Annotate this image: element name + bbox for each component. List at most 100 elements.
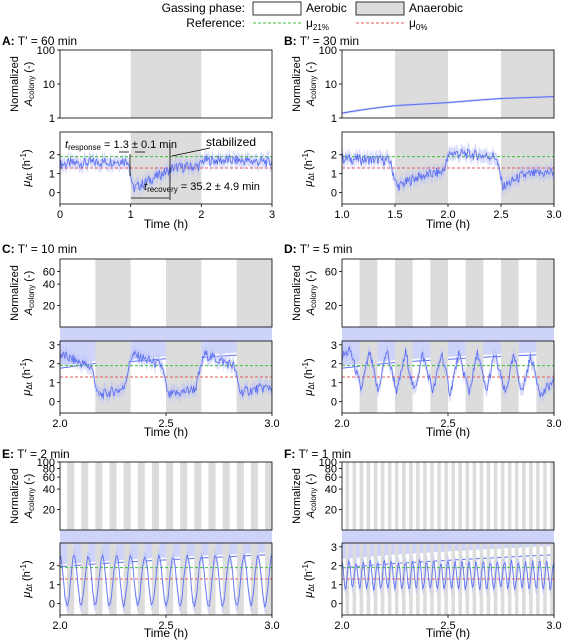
legend-anaerobic-label: Anaerobic <box>409 1 463 15</box>
top-ytick-label: 100 <box>37 457 55 469</box>
top-anaerobic-shade <box>123 462 131 530</box>
bottom-ytick-label: 2 <box>49 561 55 573</box>
bottom-ytick-label: 2 <box>49 150 55 162</box>
x-axis-label: Time (h) <box>426 217 470 231</box>
top-ytick-label: 40 <box>43 484 55 496</box>
bottom-ylabel: μΔt (h-1) <box>19 149 34 187</box>
bottom-series-line <box>341 346 555 397</box>
top-anaerobic-shade <box>81 462 89 530</box>
legend-aerobic-swatch <box>252 1 302 16</box>
bottom-ci-band <box>342 142 554 198</box>
top-anaerobic-shade <box>451 462 455 530</box>
bottom-ytick-label: 1 <box>331 580 337 592</box>
bottom-ylabel: μΔt (h-1) <box>19 560 34 598</box>
t-response-label: tresponse = 1.3 ± 0.1 min <box>65 139 177 152</box>
top-anaerobic-shade <box>409 462 413 530</box>
top-anaerobic-shade <box>507 462 512 530</box>
panel-title: C: T′ = 10 min <box>2 242 77 256</box>
top-anaerobic-shade <box>151 462 159 530</box>
panel-d: D: T′ = 5 min 20 60 Normalized Acolony (-) 0 1… <box>284 242 562 439</box>
top-ylabel: Normalized Acolony (-) <box>291 265 318 321</box>
top-ytick-label: 100 <box>319 457 337 469</box>
x-axis-label: Time (h) <box>144 425 188 439</box>
xtick-label: 2.5 <box>158 620 173 632</box>
top-ytick-label: 10 <box>43 79 55 91</box>
top-anaerobic-shade <box>166 259 202 327</box>
top-ytick-label: 60 <box>325 267 337 279</box>
top-anaerobic-shade <box>359 462 364 530</box>
xtick-label: 1 <box>128 209 134 221</box>
bottom-ytick-label: 0 <box>331 188 337 200</box>
xtick-label: 2.0 <box>440 209 455 221</box>
panel-title: F: T′ = 1 min <box>284 447 351 461</box>
xtick-label: 2.0 <box>52 418 67 430</box>
bottom-ytick-label: 1 <box>49 378 55 390</box>
top-anaerobic-shade <box>208 462 216 530</box>
panel-title: E: T′ = 2 min <box>2 447 70 461</box>
stabilized-pointer <box>171 147 211 157</box>
bottom-ytick-label: 3 <box>331 542 337 554</box>
top-anaerobic-shade <box>265 462 272 530</box>
top-anaerobic-shade <box>472 462 477 530</box>
top-ytick-label: 100 <box>319 45 337 57</box>
top-ytick-label: 60 <box>43 472 55 484</box>
bottom-ytick-label: 1 <box>331 169 337 181</box>
top-axes-frame <box>59 258 273 328</box>
xtick-label: 0 <box>57 209 63 221</box>
bottom-ytick-label: 0 <box>331 397 337 409</box>
top-anaerobic-shade <box>465 462 470 530</box>
xtick-label: 3.0 <box>546 418 561 430</box>
top-anaerobic-shade <box>67 462 75 530</box>
top-anaerobic-shade <box>373 462 378 530</box>
top-anaerobic-shade <box>394 462 399 530</box>
t-recovery-label: trecovery = 35.2 ± 4.9 min <box>144 181 260 194</box>
bottom-series-line <box>59 349 273 400</box>
panel-title: D: T′ = 5 min <box>284 242 352 256</box>
bottom-ylabel: μΔt (h-1) <box>301 358 316 396</box>
panel-a-annotations: tresponse = 1.3 ± 0.1 min stabilized tre… <box>65 135 260 200</box>
top-anaerobic-shade <box>437 462 441 530</box>
top-anaerobic-shade <box>180 462 188 530</box>
top-ytick-label: 1 <box>331 113 337 125</box>
top-ytick-label: 20 <box>325 505 337 517</box>
top-anaerobic-shade <box>222 462 230 530</box>
xtick-label: 2.0 <box>334 620 349 632</box>
top-ytick-label: 80 <box>325 464 337 476</box>
top-anaerobic-shade <box>395 50 448 118</box>
top-anaerobic-shade <box>465 259 484 327</box>
bottom-ci-band <box>60 548 272 614</box>
panel-title: B: T′ = 30 min <box>284 34 359 48</box>
top-axes-frame <box>59 461 273 531</box>
bottom-ytick-label: 3 <box>331 340 337 352</box>
bottom-ytick-label: 2 <box>49 359 55 371</box>
stabilized-label: stabilized <box>206 135 256 149</box>
top-anaerobic-shade <box>366 462 371 530</box>
legend-gassing-label: Gassing phase: <box>162 1 245 15</box>
xtick-label: 2 <box>198 209 204 221</box>
top-anaerobic-shade <box>529 462 533 530</box>
top-anaerobic-shade <box>166 462 174 530</box>
x-axis-label: Time (h) <box>144 217 188 231</box>
bottom-ytick-label: 2 <box>331 150 337 162</box>
xtick-label: 2.5 <box>493 209 508 221</box>
top-ylabel: Normalized Acolony (-) <box>291 56 318 112</box>
bottom-ytick-label: 1 <box>49 169 55 181</box>
x-axis-label: Time (h) <box>426 425 470 439</box>
xtick-label: 2.0 <box>334 418 349 430</box>
legend: Gassing phase: Aerobic Anaerobic Referen… <box>162 1 463 32</box>
top-anaerobic-shade <box>493 462 498 530</box>
bottom-ytick-label: 3 <box>49 340 55 352</box>
top-axes-frame <box>341 461 555 531</box>
top-ylabel: Normalized Acolony (-) <box>9 468 36 524</box>
top-anaerobic-shade <box>352 462 357 530</box>
top-anaerobic-shade <box>194 462 202 530</box>
top-ytick-label: 60 <box>325 472 337 484</box>
top-ylabel: Normalized Acolony (-) <box>291 468 318 524</box>
top-anaerobic-shade <box>402 462 406 530</box>
top-anaerobic-shade <box>236 259 272 327</box>
legend-reference-label: Reference: <box>186 16 245 30</box>
